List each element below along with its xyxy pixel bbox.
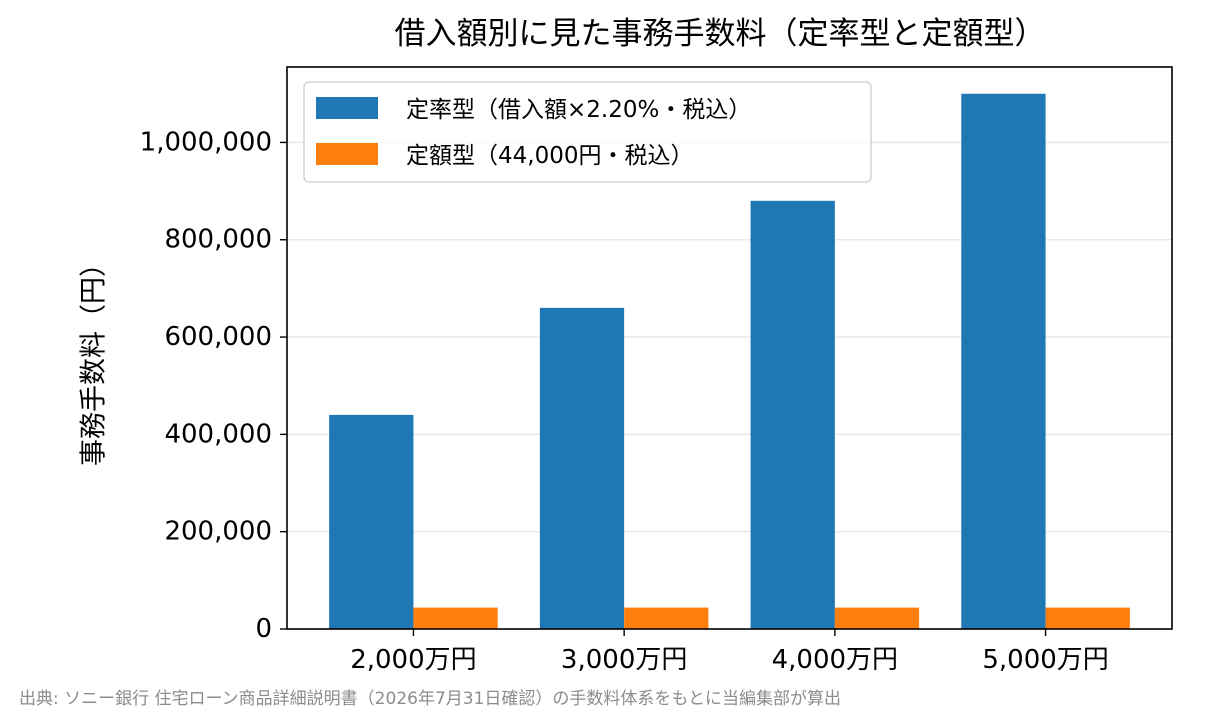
bar-fixed-rate-3 <box>961 93 1046 629</box>
y-tick-label: 1,000,000 <box>140 127 272 157</box>
chart-title: 借入額別に見た事務手数料（定率型と定額型） <box>395 16 1046 52</box>
y-tick-label: 400,000 <box>164 419 272 449</box>
bar-flat-fee-2 <box>834 607 920 629</box>
y-axis-ticks: 0 200,000 400,000 600,000 800,000 1,000,000 <box>140 127 287 644</box>
bar-flat-fee-1 <box>624 607 709 629</box>
legend-box <box>303 81 872 183</box>
plot-frame <box>286 66 1173 630</box>
bars <box>329 93 1130 630</box>
y-tick-label: 600,000 <box>164 322 272 352</box>
legend-label-flat-fee: 定額型（44,000円・税込） <box>406 143 693 169</box>
legend: 定率型（借入額×2.20%・税込） 定額型（44,000円・税込） <box>303 81 872 183</box>
x-tick-label: 2,000万円 <box>350 645 476 675</box>
bar-flat-fee-3 <box>1045 607 1130 629</box>
source-note: 出典: ソニー銀行 住宅ローン商品詳細説明書（2026年7月31日確認）の手数料… <box>19 689 842 709</box>
y-axis-label: 事務手数料（円） <box>79 250 110 466</box>
bar-fixed-rate-1 <box>539 307 625 629</box>
legend-label-fixed-rate: 定率型（借入額×2.20%・税込） <box>406 97 751 123</box>
y-tick-label: 800,000 <box>164 225 272 255</box>
x-tick-label: 5,000万円 <box>982 645 1108 675</box>
legend-swatch-fixed-rate <box>316 97 378 119</box>
y-tick-label: 200,000 <box>164 517 272 547</box>
x-tick-label: 4,000万円 <box>772 645 898 675</box>
x-axis-ticks: 2,000万円 3,000万円 4,000万円 5,000万円 <box>350 629 1109 675</box>
bar-flat-fee-0 <box>413 607 498 629</box>
bar-fixed-rate-0 <box>329 414 414 629</box>
legend-swatch-flat-fee <box>316 143 378 165</box>
y-tick-label: 0 <box>255 614 272 644</box>
x-tick-label: 3,000万円 <box>561 645 687 675</box>
bar-fixed-rate-2 <box>750 200 835 630</box>
